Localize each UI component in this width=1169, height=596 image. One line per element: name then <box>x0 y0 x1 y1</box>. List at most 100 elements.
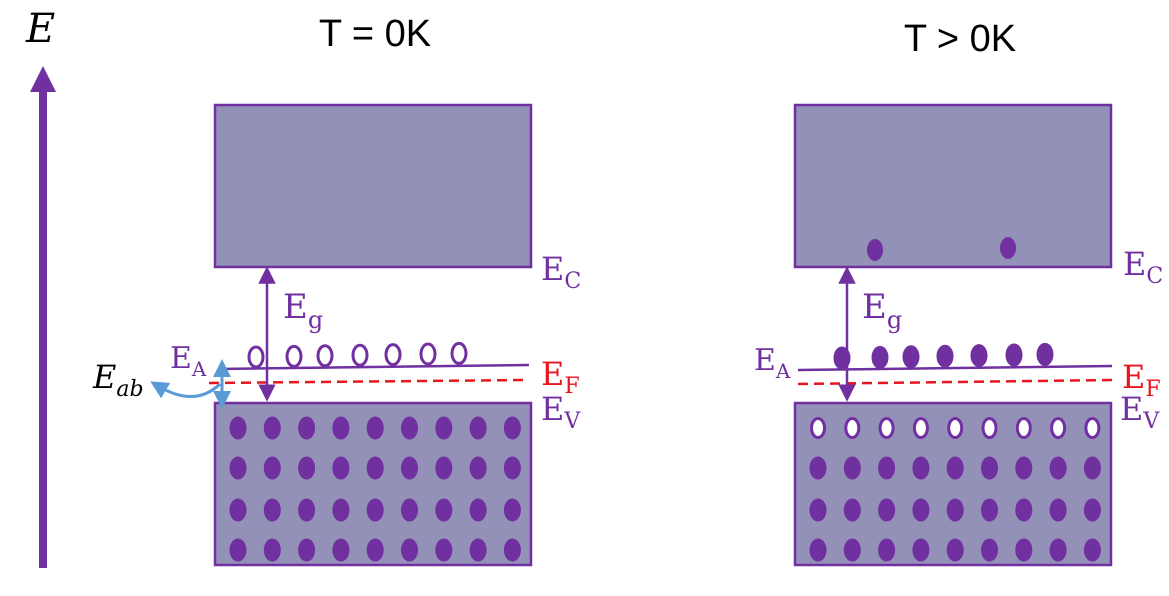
acceptor-level-t0 <box>217 363 530 371</box>
panel-title-t0: T = 0K <box>319 13 431 55</box>
valence-electron <box>332 538 350 562</box>
valence-hole <box>844 417 861 439</box>
valence-electron <box>401 456 418 480</box>
valence-electron <box>401 416 418 440</box>
panel-t-gt0: T > 0K EC EV EF EA Eg <box>754 18 1163 567</box>
acceptor-electron <box>833 346 851 370</box>
valence-electron <box>912 456 930 480</box>
fermi-level-t0 <box>208 378 530 385</box>
conduction-electron <box>867 239 883 261</box>
valence-electron <box>946 538 964 562</box>
valence-electron <box>503 498 521 522</box>
ea-label-t-gt0: EA <box>754 343 791 383</box>
ef-label-t0: EF <box>541 355 580 399</box>
valence-electron <box>298 498 316 522</box>
valence-electron <box>435 498 453 522</box>
eg-label-t-gt0: Eg <box>862 287 902 334</box>
valence-electron <box>366 416 384 440</box>
conduction-band-t0 <box>213 103 533 269</box>
ec-label-t0: EC <box>541 250 581 294</box>
valence-electron <box>503 416 521 440</box>
valence-electron <box>263 416 281 440</box>
ionization-curve-t0 <box>150 381 222 399</box>
conduction-electron <box>1000 237 1016 259</box>
valence-electron <box>469 538 487 562</box>
valence-electron <box>229 538 247 562</box>
valence-electron <box>401 498 418 522</box>
valence-hole <box>1015 417 1032 439</box>
valence-electron <box>1015 456 1033 480</box>
valence-electron <box>503 456 521 480</box>
acceptor-hole <box>316 344 334 368</box>
valence-electron <box>843 538 861 562</box>
valence-electron <box>263 456 281 480</box>
valence-electron <box>435 538 453 562</box>
acceptor-states-t-gt0 <box>833 342 1054 370</box>
valence-electron <box>1015 498 1033 522</box>
conduction-band-t-gt0 <box>793 103 1113 269</box>
valence-hole <box>912 417 929 439</box>
valence-electron <box>469 498 487 522</box>
acceptor-hole <box>384 343 402 367</box>
valence-electron <box>843 456 861 480</box>
valence-electron <box>332 456 350 480</box>
ev-label-t0: EV <box>541 390 581 434</box>
valence-electron <box>469 416 487 440</box>
ef-label-t-gt0: EF <box>1122 358 1161 402</box>
ev-label-t-gt0: EV <box>1120 390 1160 434</box>
energy-axis-arrowhead <box>30 66 56 92</box>
acceptor-hole <box>247 345 265 369</box>
valence-electron <box>401 538 418 562</box>
valence-hole <box>810 417 826 439</box>
eg-label-t0: Eg <box>283 287 323 334</box>
valence-electron <box>332 498 350 522</box>
valence-electron <box>229 456 247 480</box>
valence-electron <box>298 538 316 562</box>
acceptor-hole <box>285 344 303 368</box>
valence-electron <box>981 456 998 480</box>
acceptor-electron <box>902 345 920 369</box>
valence-electron <box>1049 538 1067 562</box>
valence-electron <box>263 498 281 522</box>
acceptor-electron <box>970 344 988 368</box>
valence-electron <box>878 498 896 522</box>
valence-electrons-t-gt0 <box>809 417 1101 562</box>
valence-electron <box>981 498 998 522</box>
valence-hole <box>878 417 895 439</box>
valence-electron <box>298 416 316 440</box>
valence-electron <box>366 456 384 480</box>
valence-electron <box>809 456 827 480</box>
valence-electron <box>298 456 316 480</box>
acceptor-hole <box>351 343 369 367</box>
valence-electron <box>435 456 453 480</box>
valence-electron <box>878 456 896 480</box>
valence-electron <box>878 538 896 562</box>
valence-electron <box>1083 538 1101 562</box>
valence-electron <box>435 416 453 440</box>
energy-axis-label: E <box>25 6 55 52</box>
valence-electron <box>229 416 247 440</box>
fermi-level-t-gt0 <box>797 378 1113 386</box>
valence-electron <box>1049 456 1067 480</box>
eab-label-t0: Eab <box>92 358 144 402</box>
acceptor-electron <box>1005 343 1023 367</box>
valence-electron <box>809 498 827 522</box>
valence-electron <box>366 538 384 562</box>
valence-electron <box>229 498 247 522</box>
valence-electron <box>263 538 281 562</box>
valence-electrons-t0 <box>229 416 521 562</box>
valence-electron <box>366 498 384 522</box>
valence-hole <box>947 417 964 439</box>
valence-hole <box>981 417 998 439</box>
valence-electron <box>912 538 930 562</box>
acceptor-states-t0 <box>247 341 468 369</box>
valence-hole <box>1084 417 1101 439</box>
acceptor-hole <box>419 342 437 366</box>
valence-electron <box>843 498 861 522</box>
valence-electron <box>1083 456 1101 480</box>
ea-label-t0: EA <box>170 341 207 381</box>
valence-electron <box>332 416 350 440</box>
valence-hole <box>1050 417 1067 439</box>
acceptor-electron <box>936 344 954 368</box>
